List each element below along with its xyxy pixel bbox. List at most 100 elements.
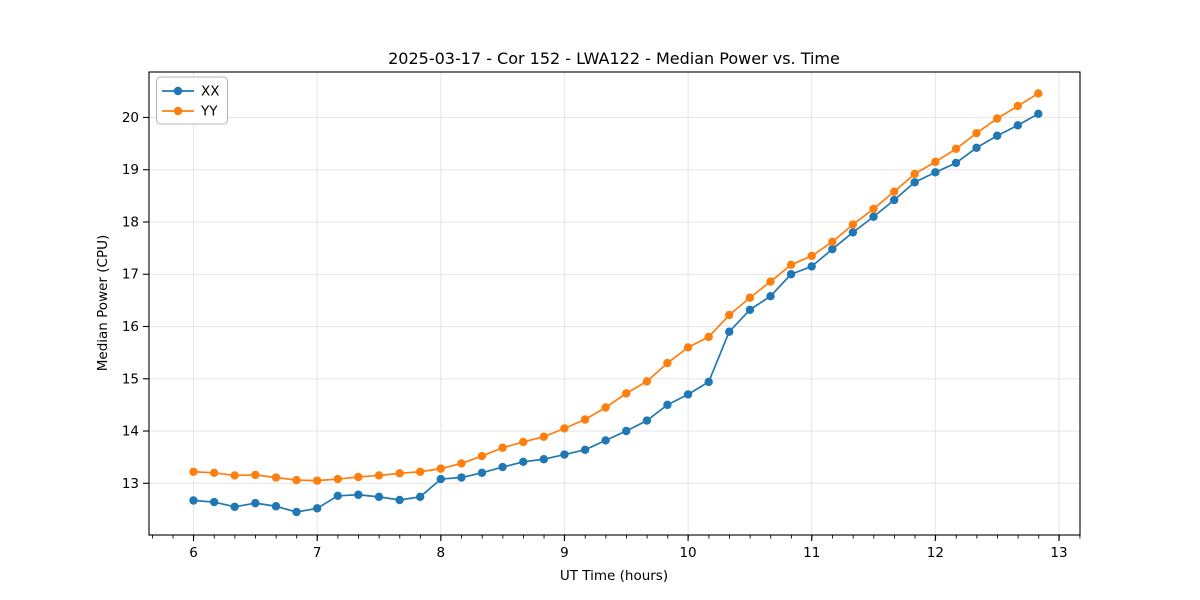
series-xx-marker	[271, 502, 281, 511]
series-xx-marker	[1013, 121, 1023, 130]
series-xx-marker	[931, 168, 940, 177]
series-xx-marker	[642, 416, 652, 425]
grid-layer	[149, 72, 1080, 535]
series-xx-marker	[889, 195, 899, 205]
y-tick-label: 15	[122, 371, 139, 387]
series-yy-marker	[560, 424, 569, 433]
series-xx-marker	[292, 507, 301, 517]
series-yy-marker	[312, 476, 322, 485]
y-tick-label: 20	[122, 110, 139, 126]
series-xx-marker	[766, 291, 775, 301]
series-yy-marker	[869, 204, 878, 214]
plot-area	[149, 72, 1080, 535]
x-tick-label: 11	[803, 545, 820, 561]
series-yy-marker	[725, 310, 734, 320]
series-yy-marker	[601, 403, 610, 412]
series-xx-marker	[828, 244, 837, 254]
series-yy-marker	[828, 237, 837, 247]
series-xx-marker	[1034, 109, 1043, 119]
series-yy-marker	[477, 451, 487, 461]
series-yy-marker	[1013, 101, 1023, 111]
series-yy-marker	[580, 415, 590, 424]
legend: XX YY	[156, 76, 228, 125]
series-xx-marker	[498, 462, 507, 472]
series-yy-marker	[889, 187, 899, 196]
series-xx-marker	[251, 498, 260, 508]
series-yy-marker	[189, 467, 198, 476]
series-xx-marker	[704, 377, 713, 387]
tick-labels-layer: 6 7 8 9 10 11 12 13 13 14 15 16 17 18 19 20	[122, 110, 1068, 561]
series-yy-marker	[415, 467, 425, 476]
series-xx-marker	[374, 492, 384, 502]
series-yy-marker	[704, 332, 713, 342]
series-yy-marker	[498, 443, 507, 452]
series-yy-marker	[374, 471, 384, 480]
series-yy-marker	[436, 464, 445, 473]
plot-border	[148, 71, 1081, 536]
x-tick-label: 10	[679, 545, 696, 561]
y-tick-label: 18	[122, 214, 139, 230]
series-xx-marker	[807, 262, 816, 271]
y-tick-label: 14	[122, 424, 139, 440]
legend-label-xx: XX	[201, 84, 220, 100]
series-xx-marker	[477, 468, 487, 478]
series-yy-marker	[910, 169, 919, 179]
x-tick-label: 9	[560, 545, 569, 561]
series-xx-marker	[951, 158, 961, 168]
series-yy-marker	[972, 128, 981, 138]
series-yy-marker	[642, 377, 652, 386]
series-xx-marker	[189, 496, 198, 505]
series-yy-marker	[745, 293, 755, 302]
series-yy-marker	[786, 260, 796, 270]
series-xx-marker	[910, 178, 919, 187]
y-tick-label: 17	[122, 267, 139, 283]
series-xx-marker	[436, 474, 445, 484]
series-yy-marker	[333, 474, 342, 484]
series-yy-marker	[992, 114, 1002, 123]
series-yy-marker	[209, 468, 219, 478]
legend-label-yy: YY	[200, 104, 218, 120]
series-xx-marker	[209, 497, 219, 507]
series-yy-marker	[292, 475, 301, 485]
series-xx-marker	[745, 305, 755, 314]
series-xx-marker	[869, 212, 878, 221]
series-xx-marker	[663, 400, 672, 410]
series-xx-marker	[539, 455, 548, 464]
series-yy-marker	[622, 389, 631, 398]
series-xx-marker	[992, 131, 1002, 140]
series-yy-marker	[951, 144, 961, 154]
series-yy-marker	[766, 277, 775, 286]
series-xx-marker	[395, 495, 404, 505]
series-yy-marker	[230, 471, 239, 480]
x-tick-label: 6	[189, 545, 198, 561]
series-yy-marker	[683, 343, 693, 352]
series-xx-marker	[560, 450, 569, 459]
series-xx-marker	[683, 390, 693, 399]
legend-item-xx: XX	[162, 84, 220, 100]
series-yy-marker	[1034, 89, 1043, 98]
series-xx-marker	[786, 270, 796, 279]
series-yy-marker	[354, 472, 363, 482]
series-yy-marker	[395, 469, 404, 478]
series-xx-marker	[601, 436, 610, 445]
x-tick-label: 12	[927, 545, 944, 561]
series-yy-marker	[271, 473, 281, 482]
series-xx-marker	[580, 445, 590, 455]
x-tick-label: 13	[1050, 545, 1067, 561]
series-xx-marker	[725, 327, 734, 336]
series-yy-marker	[519, 437, 528, 447]
x-tick-label: 8	[436, 545, 445, 561]
x-axis-label: UT Time (hours)	[560, 568, 668, 584]
series-xx-marker	[230, 502, 239, 511]
legend-item-yy: YY	[162, 104, 218, 120]
series-yy-marker	[251, 470, 260, 480]
series-yy-marker	[807, 251, 816, 261]
series-yy-marker	[931, 157, 940, 167]
series-xx-marker	[848, 228, 858, 237]
series-layer	[189, 89, 1043, 517]
series-yy-marker	[539, 432, 548, 441]
series-xx-marker	[354, 490, 363, 499]
series-xx-marker	[457, 473, 466, 482]
chart-title: 2025-03-17 - Cor 152 - LWA122 - Median P…	[388, 49, 840, 68]
